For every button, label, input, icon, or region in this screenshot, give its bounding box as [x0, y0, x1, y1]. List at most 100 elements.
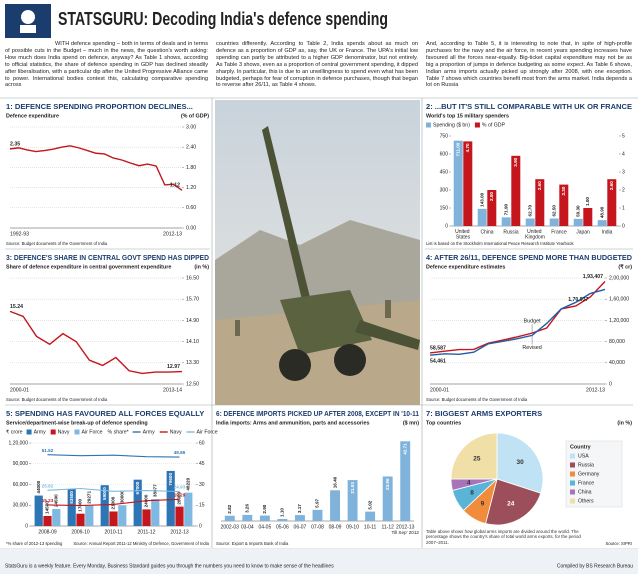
- legend-swatch: [74, 429, 80, 435]
- x-tick-label: Russia: [503, 229, 519, 235]
- data-label: 53500: [69, 491, 74, 504]
- y2-tick-label: 5: [622, 133, 625, 139]
- line-series: [9, 145, 183, 191]
- data-label: 25: [473, 456, 481, 463]
- data-label: 2.60: [609, 181, 614, 190]
- data-label: 21.93: [350, 482, 355, 494]
- y-tick-label: 0.00: [186, 225, 196, 231]
- data-label: 67000: [135, 481, 140, 494]
- panel-title: 3: DEFENCE'S SHARE IN CENTRAL GOVT SPEND…: [6, 253, 209, 262]
- line-series: [47, 487, 180, 493]
- pie-slice: [450, 432, 498, 480]
- bar: [597, 220, 607, 226]
- x-tick-label: China: [480, 229, 493, 235]
- data-label: 24.93: [174, 485, 186, 490]
- y-tick-label: 0: [25, 523, 28, 529]
- data-label: 25.82: [42, 484, 54, 489]
- x-tick-label: 2011-12: [138, 529, 156, 535]
- data-label: 79600: [168, 473, 173, 486]
- bar: [525, 218, 535, 226]
- bar: [100, 485, 109, 526]
- panel-subtitle: Top countries: [426, 420, 461, 426]
- legend-swatch: [426, 122, 431, 128]
- bar: [382, 476, 393, 521]
- legend-swatch: [474, 122, 480, 128]
- line-series: [429, 288, 606, 356]
- panel-title: 5: SPENDING HAS FAVOURED ALL FORCES EQUA…: [6, 409, 204, 418]
- source: Source: SIPRI: [605, 541, 632, 546]
- bar: [151, 499, 160, 526]
- source: Source: Budget documents of the Governme…: [426, 397, 528, 402]
- source: Source: Budget documents of the Governme…: [6, 241, 108, 246]
- unit-label: ($ mn): [403, 420, 419, 426]
- bar: [607, 179, 617, 226]
- data-label: 19.29: [174, 493, 186, 498]
- data-label: 16.46: [332, 476, 337, 488]
- y-tick-label: 16.50: [186, 275, 199, 281]
- legend-swatch: [570, 462, 575, 468]
- legend-label: Air Force: [82, 429, 103, 435]
- y-tick-label: 80,000: [609, 339, 625, 345]
- y-tick-label: 600: [440, 151, 449, 157]
- x-tick-label: 2002-03: [221, 524, 240, 530]
- panel-title: 1: DEFENCE SPENDING PROPORTION DECLINES.…: [6, 102, 193, 111]
- legend-swatch: [570, 453, 575, 459]
- x-tick-label: 2009-10: [71, 529, 90, 535]
- data-label: 15.24: [10, 304, 23, 310]
- x-tick-label: 09-10: [346, 524, 359, 530]
- legend-box: [565, 440, 623, 508]
- panel-subtitle: India imports: Arms and ammunition, part…: [216, 420, 369, 426]
- y-tick-label: 300: [440, 187, 449, 193]
- legend-swatch: [50, 429, 56, 435]
- bar: [511, 155, 521, 226]
- data-label: 54,461: [430, 359, 446, 365]
- legend-swatch: [570, 480, 575, 486]
- x-tick-label: India: [602, 229, 613, 235]
- y2-tick-label: 15: [199, 503, 205, 509]
- y2-tick-label: 0: [199, 523, 202, 529]
- bar: [184, 492, 193, 526]
- panel-subtitle: Defence expenditure: [6, 113, 59, 119]
- series-label: Budget: [524, 319, 542, 325]
- data-label: 24500: [54, 494, 59, 507]
- y2-tick-label: 45: [199, 461, 205, 467]
- data-label: 71.90: [503, 203, 508, 215]
- x-tick-label: 2008-09: [38, 529, 57, 535]
- y-tick-label: 150: [440, 205, 449, 211]
- panel-subtitle: Service/department-wise break-up of defe…: [6, 420, 148, 426]
- data-label: 2.90: [262, 504, 267, 513]
- data-label: 48.90: [599, 206, 604, 218]
- x-tick-label: Japan: [576, 229, 590, 235]
- data-label: 59000: [102, 487, 107, 500]
- data-label: 3.17: [297, 504, 302, 513]
- bar: [477, 208, 487, 226]
- y-tick-label: 60,000: [13, 482, 29, 488]
- y-tick-label: 15.70: [186, 297, 199, 303]
- bar: [133, 479, 142, 526]
- bar: [501, 217, 511, 226]
- x-tick-label: 2013-14: [163, 387, 182, 393]
- bar: [549, 218, 559, 226]
- x-tick-label: United States: [455, 229, 471, 241]
- y-tick-label: 1,20,000: [609, 318, 629, 324]
- x-tick-label: 06-07: [294, 524, 307, 530]
- data-label: 51.52: [42, 448, 54, 453]
- bar: [559, 184, 569, 226]
- bar: [573, 218, 583, 226]
- x-tick-label: 2012-13: [396, 524, 415, 530]
- pie-slice: [485, 478, 542, 526]
- legend-swatch: [26, 429, 32, 435]
- data-label: 2.30: [561, 186, 566, 195]
- x-tick-label: 07-08: [311, 524, 324, 530]
- panel-subtitle: World's top 15 military spenders: [426, 113, 509, 119]
- y-tick-label: 30,000: [13, 503, 29, 509]
- bar: [109, 511, 118, 526]
- bar: [224, 515, 235, 521]
- data-label: 42.71: [402, 443, 407, 455]
- bar: [400, 441, 411, 521]
- data-label: 30: [516, 459, 524, 466]
- data-label: 1.12: [170, 183, 180, 189]
- bar: [43, 515, 52, 526]
